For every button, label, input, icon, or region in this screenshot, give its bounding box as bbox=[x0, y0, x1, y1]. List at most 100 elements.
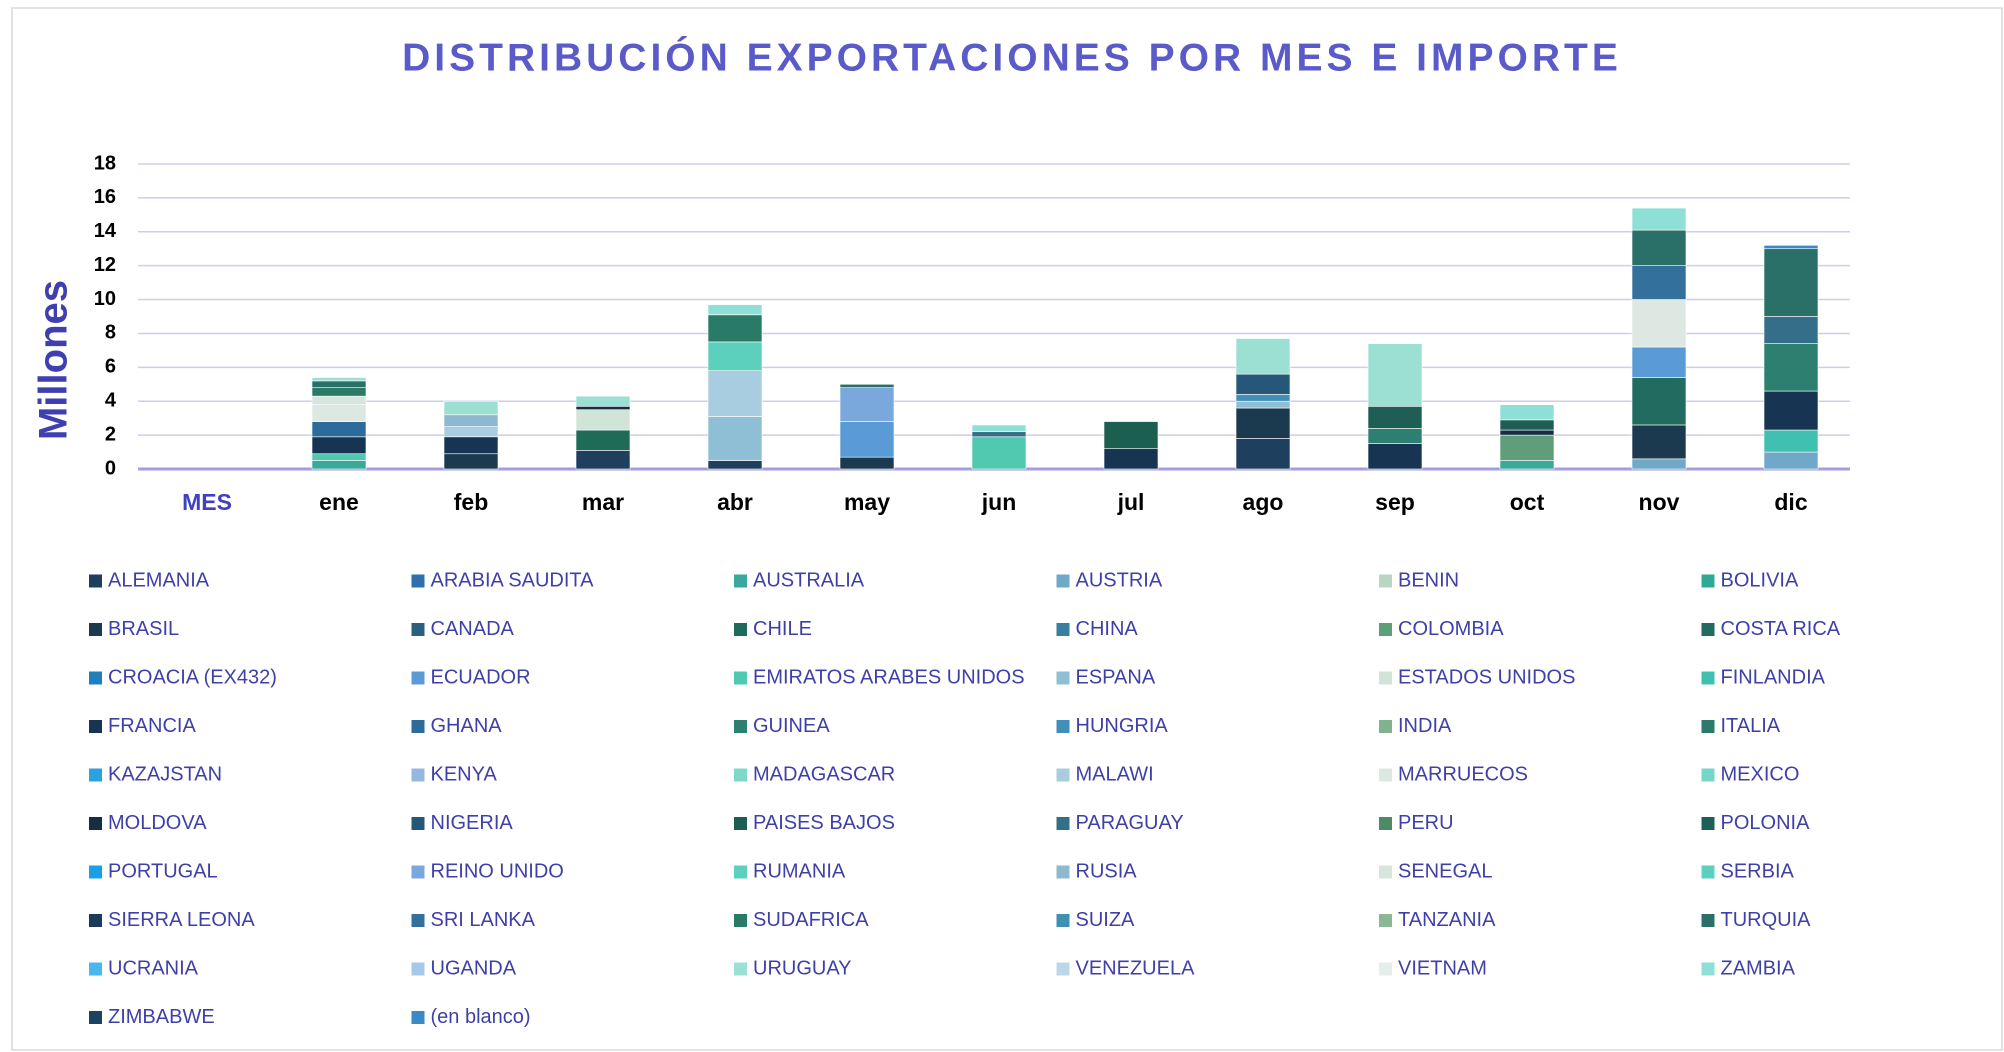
legend-label: PARAGUAY bbox=[1076, 812, 1184, 834]
bar-segment bbox=[311, 380, 367, 388]
legend-label: TURQUIA bbox=[1721, 909, 1812, 931]
legend-swatch bbox=[734, 574, 747, 588]
bar-segment bbox=[707, 416, 763, 461]
bar-segment bbox=[1367, 343, 1423, 407]
legend-label: (en blanco) bbox=[431, 1006, 531, 1028]
bar-segment bbox=[575, 429, 631, 451]
bar-segment bbox=[1631, 229, 1687, 266]
bar-segment bbox=[1103, 448, 1159, 470]
y-tick-label: 0 bbox=[105, 457, 116, 479]
legend-swatch bbox=[411, 768, 425, 782]
x-tick-label: sep bbox=[1375, 489, 1415, 515]
bar-segment bbox=[839, 456, 895, 470]
legend-label: RUSIA bbox=[1076, 860, 1138, 882]
legend-swatch bbox=[411, 962, 425, 976]
legend-label: FRANCIA bbox=[108, 715, 196, 737]
bar-segment bbox=[839, 387, 895, 422]
bar-segment bbox=[311, 453, 367, 461]
legend-swatch bbox=[1701, 623, 1715, 636]
x-tick-label: ene bbox=[319, 489, 359, 515]
y-tick-label: 8 bbox=[105, 322, 116, 344]
legend-swatch bbox=[1701, 962, 1715, 976]
bar-segment bbox=[971, 424, 1027, 433]
bar-segment bbox=[971, 431, 1027, 438]
legend-label: COLOMBIA bbox=[1398, 618, 1504, 640]
legend-label: HUNGRIA bbox=[1076, 715, 1169, 737]
bar-segment bbox=[839, 421, 895, 458]
bar-segment bbox=[1499, 434, 1555, 461]
legend-swatch bbox=[1701, 865, 1715, 879]
legend-swatch bbox=[734, 671, 747, 685]
bar-segment bbox=[1763, 429, 1819, 453]
bar-segment bbox=[1235, 438, 1291, 470]
bar-segment bbox=[1235, 373, 1291, 395]
y-tick-label: 6 bbox=[105, 356, 116, 378]
legend-label: VENEZUELA bbox=[1076, 957, 1196, 979]
bar-segment bbox=[1499, 404, 1555, 421]
legend-label: ESPANA bbox=[1076, 666, 1156, 688]
bar-segment bbox=[707, 304, 763, 316]
legend-swatch bbox=[1379, 962, 1392, 976]
legend-label: SUDAFRICA bbox=[753, 909, 869, 931]
bar-segment bbox=[443, 453, 499, 470]
legend-label: SUIZA bbox=[1076, 909, 1136, 931]
x-tick-label: mar bbox=[582, 489, 624, 515]
y-axis-label: Millones bbox=[32, 280, 76, 440]
legend-swatch bbox=[1056, 914, 1070, 927]
legend-swatch bbox=[1379, 914, 1392, 927]
legend-swatch bbox=[1379, 574, 1392, 588]
bar-segment bbox=[575, 409, 631, 431]
legend-swatch bbox=[1056, 671, 1070, 685]
bar-segment bbox=[1367, 443, 1423, 470]
bar-segment bbox=[1631, 377, 1687, 426]
x-tick-label: dic bbox=[1774, 489, 1807, 515]
bar-segment bbox=[707, 341, 763, 372]
legend-label: PORTUGAL bbox=[108, 860, 218, 882]
legend-label: MALAWI bbox=[1076, 763, 1154, 785]
legend-label: SRI LANKA bbox=[431, 909, 536, 931]
bar-segment bbox=[1763, 245, 1819, 250]
legend-swatch bbox=[411, 720, 425, 733]
bar-segment bbox=[311, 395, 367, 405]
legend-label: BOLIVIA bbox=[1721, 569, 1799, 591]
x-tick-label: may bbox=[844, 489, 890, 515]
legend-swatch bbox=[89, 1011, 102, 1024]
bar-segment bbox=[443, 426, 499, 438]
legend-label: MEXICO bbox=[1721, 763, 1800, 785]
bar-segment bbox=[1235, 394, 1291, 402]
legend-swatch bbox=[1379, 865, 1392, 879]
chart-title: DISTRIBUCIÓN EXPORTACIONES POR MES E IMP… bbox=[402, 35, 1622, 79]
legend-label: SERBIA bbox=[1721, 860, 1795, 882]
y-tick-label: 12 bbox=[94, 254, 116, 276]
legend-label: ZAMBIA bbox=[1721, 957, 1796, 979]
y-tick-label: 4 bbox=[105, 390, 117, 412]
legend-label: TANZANIA bbox=[1398, 909, 1496, 931]
legend-label: CHILE bbox=[753, 618, 812, 640]
legend-swatch bbox=[1379, 671, 1392, 685]
legend-swatch bbox=[89, 865, 102, 879]
bar-segment bbox=[1235, 407, 1291, 439]
bar-segment bbox=[1499, 460, 1555, 470]
bar-segment bbox=[1763, 451, 1819, 470]
legend-swatch bbox=[734, 817, 747, 830]
x-tick-label: nov bbox=[1639, 489, 1680, 515]
legend-label: MARRUECOS bbox=[1398, 763, 1528, 785]
bar-segment bbox=[311, 377, 367, 382]
x-field-label: MES bbox=[182, 489, 232, 515]
legend-label: GUINEA bbox=[753, 715, 830, 737]
legend-label: NIGERIA bbox=[431, 812, 514, 834]
legend-swatch bbox=[411, 671, 425, 685]
legend-swatch bbox=[411, 817, 425, 830]
legend-label: AUSTRALIA bbox=[753, 569, 865, 591]
x-tick-label: jun bbox=[981, 489, 1017, 515]
bar-segment bbox=[311, 421, 367, 438]
bar-segment bbox=[1103, 421, 1159, 449]
legend-label: CROACIA (EX432) bbox=[108, 666, 277, 688]
legend-label: BENIN bbox=[1398, 569, 1459, 591]
legend-swatch bbox=[1379, 720, 1392, 733]
bar-segment bbox=[575, 450, 631, 470]
legend-label: KENYA bbox=[431, 763, 498, 785]
legend-swatch bbox=[1701, 817, 1715, 830]
legend-swatch bbox=[1379, 623, 1392, 636]
